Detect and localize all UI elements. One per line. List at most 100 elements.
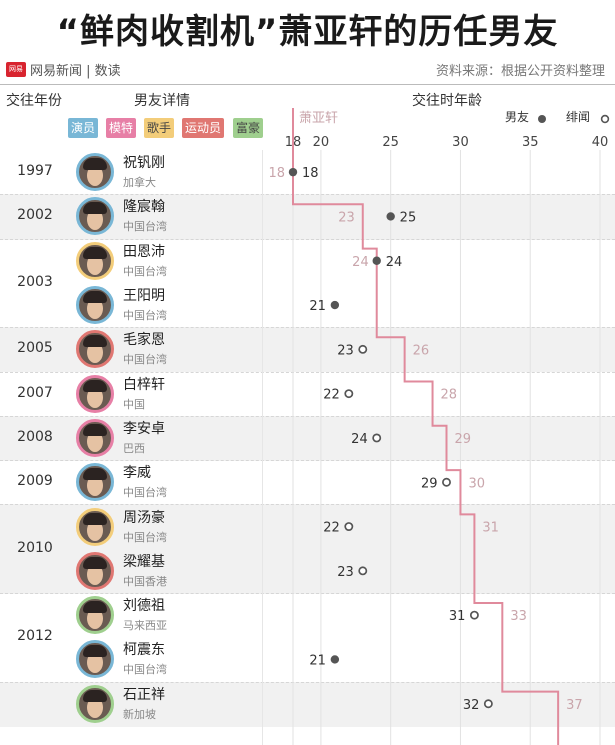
elva-age-label: 29 — [455, 432, 472, 447]
header-year: 交往年份 — [6, 93, 62, 109]
avatar — [76, 640, 114, 679]
chart-title: “鲜肉收割机”萧亚轩的历任男友 — [56, 12, 559, 52]
scandal-marker — [344, 522, 354, 532]
boyfriend-age-label: 22 — [323, 521, 340, 536]
boyfriend-name: 李威 — [123, 465, 151, 482]
avatar — [76, 507, 114, 546]
boyfriend-country: 中国台湾 — [123, 353, 167, 367]
boyfriend-age-label: 24 — [386, 255, 403, 270]
avatar — [76, 463, 114, 502]
avatar — [76, 374, 114, 413]
boyfriend-age-label: 32 — [463, 698, 480, 713]
year-band — [0, 238, 615, 329]
boyfriend-age-label: 23 — [337, 343, 354, 358]
elva-age-label: 33 — [510, 609, 527, 624]
boyfriend-age-label: 25 — [400, 210, 417, 225]
boyfriend-country: 中国台湾 — [123, 264, 167, 278]
legend-category: 歌手 — [144, 118, 175, 138]
elva-line-label: 萧亚轩 — [299, 111, 338, 126]
netease-logo: 网易 — [6, 62, 26, 77]
boyfriend-country: 加拿大 — [123, 176, 156, 190]
legend-category: 运动员 — [182, 118, 225, 138]
elva-age-label: 30 — [468, 476, 485, 491]
boyfriend-marker — [386, 212, 395, 221]
x-tick-label: 25 — [382, 135, 399, 150]
x-tick-label: 40 — [592, 135, 609, 150]
boyfriend-age-label: 23 — [337, 565, 354, 580]
avatar — [76, 330, 114, 369]
legend-category: 演员 — [68, 118, 99, 138]
boyfriend-name: 石正祥 — [123, 686, 165, 703]
year-label: 2007 — [17, 384, 53, 401]
header-divider — [0, 84, 615, 85]
year-band — [0, 460, 615, 505]
legend-category: 模特 — [106, 118, 137, 138]
year-label: 2009 — [17, 473, 53, 490]
boyfriend-age-label: 24 — [351, 432, 368, 447]
avatar — [76, 286, 114, 325]
boyfriend-country: 中国台湾 — [123, 530, 167, 544]
scandal-marker — [372, 433, 382, 443]
scandal-marker — [469, 610, 479, 620]
boyfriend-name: 刘德祖 — [123, 598, 165, 615]
elva-age-label: 28 — [441, 388, 458, 403]
boyfriend-country: 中国台湾 — [123, 220, 167, 234]
boyfriend-age-label: 21 — [309, 299, 326, 314]
elva-age-label: 18 — [268, 166, 285, 181]
scandal-marker — [344, 389, 354, 399]
boyfriend-name: 李安卓 — [123, 420, 165, 437]
boyfriend-marker — [288, 167, 298, 177]
elva-age-line — [292, 108, 560, 745]
boyfriend-name: 白梓轩 — [123, 376, 165, 393]
header-age: 交往时年龄 — [412, 93, 482, 109]
boyfriend-age-label: 22 — [323, 388, 340, 403]
avatar — [76, 197, 114, 236]
boyfriend-country: 中国台湾 — [123, 309, 167, 323]
elva-age-label: 26 — [413, 343, 430, 358]
boyfriend-age-label: 18 — [302, 166, 319, 181]
boyfriend-country: 中国香港 — [123, 574, 167, 588]
year-label: 2005 — [17, 340, 53, 357]
legend-category: 富豪 — [233, 118, 264, 138]
avatar — [76, 596, 114, 635]
x-tick-label: 35 — [522, 135, 539, 150]
boyfriend-country: 中国台湾 — [123, 486, 167, 500]
scandal-marker — [358, 566, 368, 576]
boyfriend-name: 田恩沛 — [123, 243, 165, 260]
boyfriend-age-label: 29 — [421, 476, 438, 491]
boyfriend-marker — [330, 655, 340, 664]
year-label: 2002 — [17, 207, 53, 224]
boyfriend-name: 王阳明 — [123, 288, 165, 305]
legend-boyfriend-label: 男友 — [505, 110, 530, 124]
elva-age-label: 23 — [338, 210, 355, 225]
boyfriend-country: 巴西 — [123, 441, 145, 455]
data-source: 资料来源：根据公开资料整理 — [435, 64, 605, 79]
boyfriend-age-label: 31 — [449, 609, 466, 624]
boyfriend-name: 梁耀基 — [123, 553, 165, 570]
legend-scandal-marker — [600, 114, 610, 124]
elva-age-label: 37 — [566, 698, 583, 713]
year-band — [0, 593, 615, 683]
legend-scandal-label: 绯闻 — [566, 110, 591, 124]
boyfriend-name: 毛家恩 — [123, 332, 165, 349]
boyfriend-age-label: 21 — [309, 653, 326, 668]
boyfriend-name: 柯震东 — [123, 642, 165, 659]
year-label: 2012 — [17, 628, 53, 645]
boyfriend-name: 祝钒刚 — [123, 155, 165, 172]
boyfriend-name: 周汤豪 — [123, 509, 165, 526]
scandal-marker — [442, 477, 451, 487]
legend-boyfriend-marker — [538, 115, 546, 123]
x-tick-label: 30 — [452, 135, 469, 150]
brand-name: 网易新闻 | 数读 — [30, 64, 121, 79]
avatar — [76, 241, 114, 280]
boyfriend-marker — [330, 300, 340, 310]
elva-age-label: 24 — [352, 255, 369, 270]
year-label: 1997 — [17, 163, 53, 180]
avatar — [76, 551, 114, 590]
year-band — [0, 371, 615, 417]
year-label: 2010 — [17, 539, 53, 556]
header-detail: 男友详情 — [134, 93, 190, 109]
avatar — [76, 684, 114, 723]
boyfriend-country: 新加坡 — [123, 707, 156, 721]
